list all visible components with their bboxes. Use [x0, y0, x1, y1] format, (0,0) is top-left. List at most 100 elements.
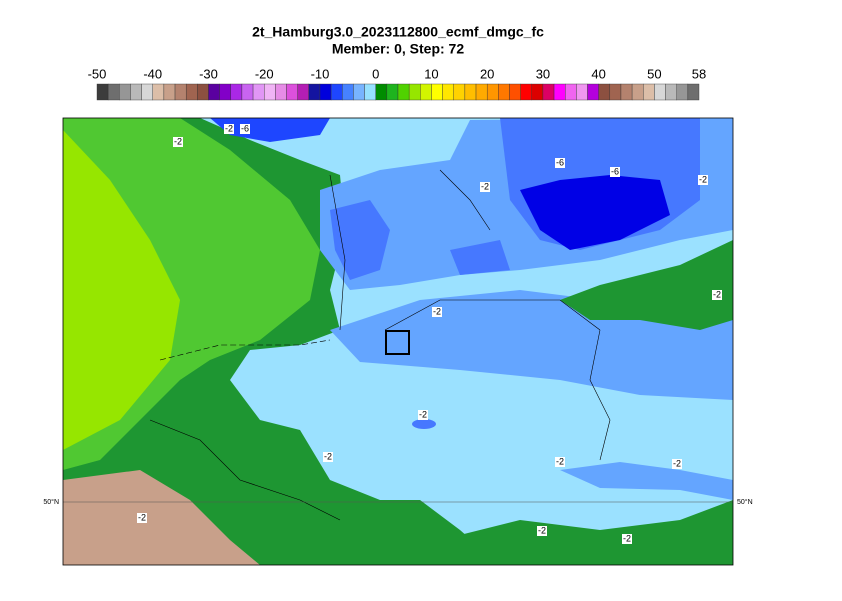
colorbar-box — [185, 83, 198, 101]
contour-label-bg — [698, 175, 708, 185]
contour-label: -2 — [481, 181, 489, 191]
colorbar-box — [676, 83, 689, 101]
contour-label: -6 — [241, 123, 249, 133]
colorbar-box — [319, 83, 332, 101]
contour-label-bg — [537, 526, 547, 536]
colorbar-box — [364, 83, 376, 101]
colorbar-box — [119, 83, 131, 101]
colorbar-label: 58 — [692, 66, 706, 81]
contour-label-bg — [137, 513, 147, 523]
colorbar-box — [643, 83, 655, 101]
colorbar-box — [297, 83, 310, 101]
colorbar-box — [141, 83, 153, 101]
field-dark-green — [440, 500, 733, 565]
colorbar-box — [431, 83, 443, 101]
contour-label-bg — [173, 137, 183, 147]
colorbar-label: -20 — [255, 66, 274, 81]
contour-labels: -2 -2 -6 -6 -6 -2 -2 -2 -2 -2 -2 -2 -2 -2 -2 -2 — [137, 123, 722, 544]
latitude-label: 50°N — [737, 498, 753, 506]
map: -2 -2 -6 -6 -6 -2 -2 -2 -2 -2 -2 -2 -2 -2 -2 -2 — [63, 118, 733, 565]
contour-label-bg — [224, 124, 234, 134]
colorbar-box — [219, 83, 231, 101]
field-brown — [63, 470, 260, 565]
colorbar-box — [397, 83, 410, 101]
contour-label-bg — [712, 290, 722, 300]
colorbar-box — [241, 83, 254, 101]
contour-label-bg — [555, 158, 565, 168]
colorbar-box — [308, 83, 321, 101]
colorbar-box — [498, 83, 510, 101]
colorbar-box — [687, 83, 700, 101]
colorbar-label: -40 — [143, 66, 162, 81]
subtitle: Member: 0, Step: 72 — [332, 41, 464, 57]
contour-label: -2 — [699, 174, 707, 184]
colorbar-box — [486, 83, 499, 101]
colorbar-label: 50 — [647, 66, 661, 81]
contour-label-bg — [672, 459, 682, 469]
colorbar-label: 20 — [480, 66, 494, 81]
contour-label: -2 — [538, 525, 546, 535]
colorbar-label: -10 — [311, 66, 330, 81]
field-mid-blue — [560, 462, 733, 500]
colorbar-box — [576, 83, 588, 101]
coastline — [159, 339, 331, 361]
colorbar-box — [264, 83, 276, 101]
colorbar-box — [531, 83, 544, 101]
border-line — [149, 169, 611, 521]
colorbar-box — [163, 83, 176, 101]
colorbar-box — [542, 83, 555, 101]
contour-label-bg — [240, 124, 250, 134]
colorbar-box — [598, 83, 611, 101]
colorbar-box — [330, 83, 343, 101]
colorbar-box — [665, 83, 677, 101]
colorbar-label: 40 — [591, 66, 605, 81]
contour-label-bg — [610, 167, 620, 177]
contour-label-bg — [418, 410, 428, 420]
colorbar-box — [520, 83, 532, 101]
colorbar-box — [464, 83, 477, 101]
contour-label: -2 — [673, 458, 681, 468]
colorbar-box — [631, 83, 644, 101]
colorbar-box — [609, 83, 622, 101]
contour-label: -6 — [556, 157, 564, 167]
contour-label: -2 — [433, 306, 441, 316]
colorbar-box — [252, 83, 265, 101]
field-blue — [412, 419, 436, 429]
colorbar-box — [130, 83, 142, 101]
target-box — [385, 330, 410, 355]
colorbar-box — [107, 83, 120, 101]
colorbar-box — [475, 83, 488, 101]
contour-label-bg — [622, 534, 632, 544]
colorbar-box — [420, 83, 432, 101]
contour-label: -2 — [174, 136, 182, 146]
contour-label: -2 — [225, 123, 233, 133]
colorbar-box — [386, 83, 399, 101]
colorbar-label: -50 — [88, 66, 107, 81]
colorbar-box — [174, 83, 187, 101]
field-blue — [330, 200, 510, 280]
colorbar-box — [553, 83, 566, 101]
contour-label: -6 — [611, 166, 619, 176]
colorbar-box — [565, 83, 577, 101]
contour-label-bg — [555, 457, 565, 467]
title: 2t_Hamburg3.0_2023112800_ecmf_dmgc_fc — [252, 24, 544, 40]
colorbar-label: 0 — [372, 66, 379, 81]
contour-label: -2 — [138, 512, 146, 522]
colorbar: -50 -40 -30 -20 -10 0 10 20 30 40 50 58 — [88, 66, 706, 101]
contour-label-bg — [432, 307, 442, 317]
colorbar-box — [152, 83, 165, 101]
colorbar-box — [408, 83, 421, 101]
contour-label: -2 — [623, 533, 631, 543]
colorbar-box — [353, 83, 365, 101]
contour-label: -2 — [419, 409, 427, 419]
colorbar-label: -30 — [199, 66, 218, 81]
colorbar-box — [342, 83, 354, 101]
colorbar-box — [96, 83, 109, 101]
colorbar-box — [620, 83, 633, 101]
colorbar-box — [442, 83, 454, 101]
field-dark-green — [560, 240, 733, 330]
contour-label-bg — [480, 182, 490, 192]
contour-label: -2 — [324, 451, 332, 461]
